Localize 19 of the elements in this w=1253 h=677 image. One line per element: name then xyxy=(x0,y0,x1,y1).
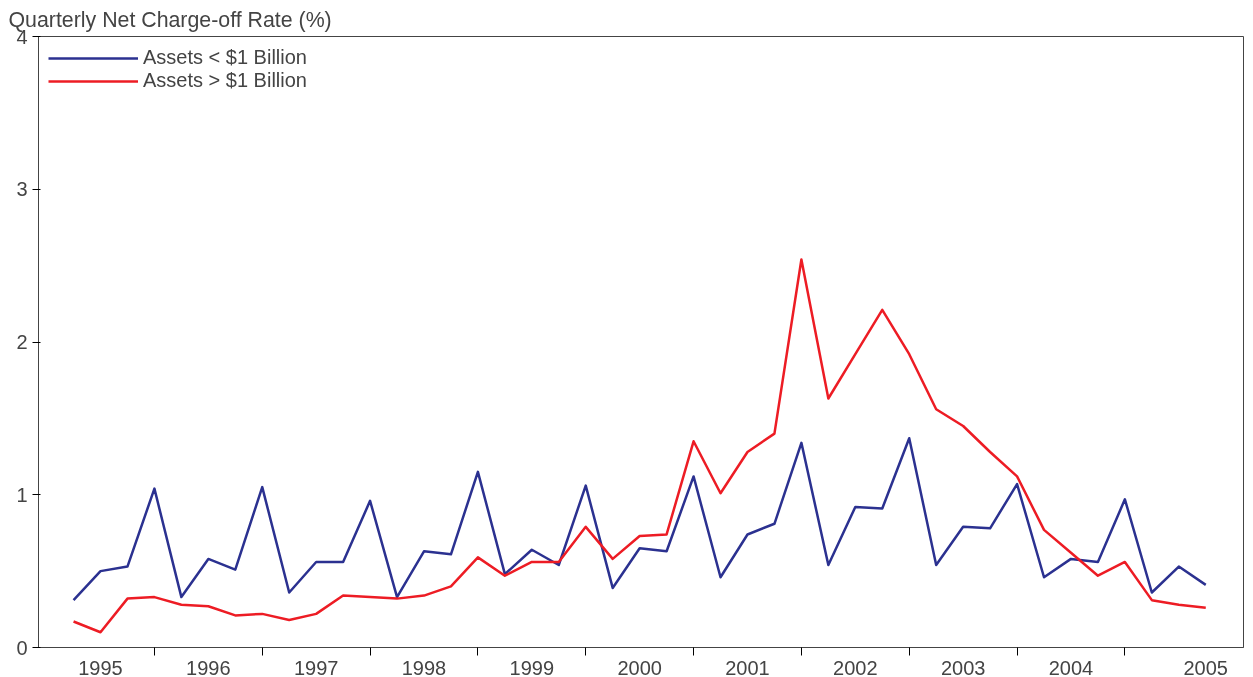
x-tick-label: 1997 xyxy=(293,656,339,677)
x-tick-label: 2000 xyxy=(617,656,662,677)
y-tick-label: 0 xyxy=(16,636,28,659)
x-tick-label: 1996 xyxy=(186,656,231,677)
line-series xyxy=(72,258,1208,634)
y-tick-label: 2 xyxy=(16,331,28,353)
legend-label: Assets < $1 Billion xyxy=(143,46,307,69)
y-tick-label: 3 xyxy=(16,178,28,201)
x-tick-label: 1999 xyxy=(509,656,555,677)
x-tick-label: 2003 xyxy=(940,656,986,677)
x-tick-label: 2002 xyxy=(833,656,878,677)
y-tick-label: 1 xyxy=(16,483,28,506)
legend-label: Assets > $1 Billion xyxy=(143,69,307,92)
x-tick-label: 1998 xyxy=(401,656,447,677)
x-tick-label: 2001 xyxy=(725,656,770,677)
x-tick-label: 1995 xyxy=(78,656,123,677)
x-tick-label: 2005 xyxy=(1183,656,1229,677)
line-series xyxy=(72,436,1208,602)
x-tick-label: 2004 xyxy=(1048,656,1094,677)
